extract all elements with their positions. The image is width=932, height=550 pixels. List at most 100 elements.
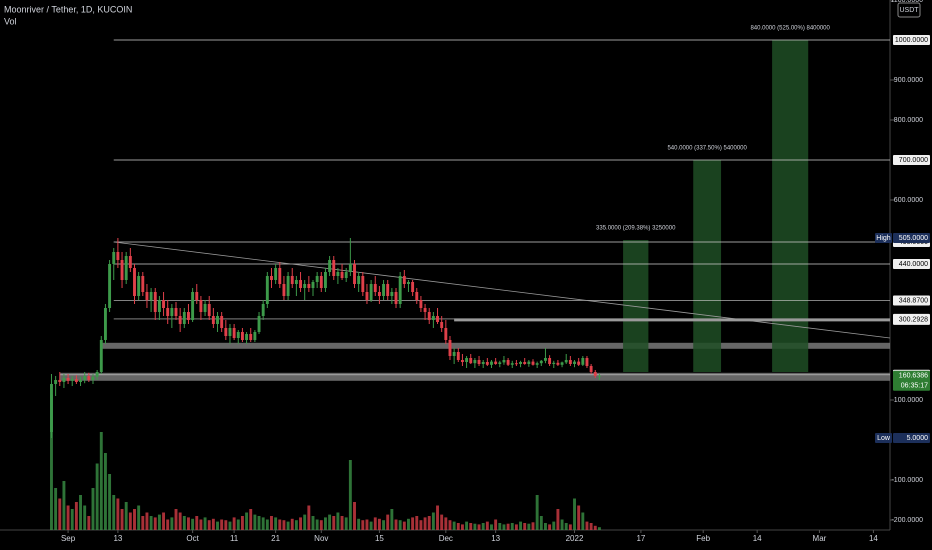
candle-body [573,361,576,364]
candle-body [581,358,585,365]
candle-body [328,260,332,272]
candle-body [348,264,352,272]
volume-label: Vol [4,16,17,26]
volume-bar [62,481,66,530]
volume-bar [535,495,539,530]
volume-bar [224,520,228,530]
x-tick-label: 2022 [566,534,584,543]
candle-body [66,378,70,381]
volume-bar [597,527,601,530]
price-badge-label: 505.0000 [899,235,928,242]
candle-body [323,272,327,288]
candle-body [531,361,535,365]
price-badge [893,295,930,306]
volume-bar [299,517,302,530]
candle-body [311,282,315,288]
target-label: 540.0000 (337.50%) 5400000 [667,146,747,152]
volume-bar [157,514,161,530]
volume-bar [456,523,460,530]
candle-body [481,362,485,364]
volume-bar [494,519,498,530]
price-badge-label: 160.6386 [899,373,928,380]
volume-bar [199,519,203,530]
candle-body [128,256,132,268]
candle-body [332,260,336,276]
volume-bar [407,518,410,530]
volume-bar [66,505,70,530]
candle-body [182,312,186,324]
volume-bar [99,432,103,530]
volume-bar [116,498,120,530]
volume-bar [386,514,390,530]
volume-bar [523,523,527,530]
candle-body [170,308,174,316]
volume-bar [568,524,572,530]
candle-body [187,312,190,320]
countdown: 06:35:17 [901,383,928,390]
candle-body [286,276,290,296]
volume-bar [70,509,74,530]
volume-bar [373,517,377,530]
x-tick-label: 13 [113,534,122,543]
volume-bar [498,523,502,530]
volume-bar [290,518,294,530]
volume-bar [556,509,560,530]
candle-body [365,292,369,300]
band [59,372,890,381]
candle-body [452,352,456,356]
price-badge-label: 700.0000 [899,157,928,164]
volume-bar [440,514,444,530]
volume-bar [394,519,398,530]
y-tick-label: -200.0000 [891,517,923,524]
candle-body [427,312,431,320]
candle-body [294,280,298,284]
currency: USDT [899,7,919,14]
volume-bar [178,512,182,530]
candle-body [245,334,249,340]
candle-body [535,363,539,365]
candle-body [357,276,361,284]
candle-body [50,384,53,432]
candle-body [108,264,112,308]
y-tick-label: 600.0000 [894,197,923,204]
candle-body [307,284,311,288]
candle-body [353,264,356,284]
volume-bar [87,516,91,530]
volume-bar [448,520,452,530]
volume-bar [203,517,207,530]
candle-body [191,292,195,320]
x-tick-label: Sep [61,534,76,543]
candle-body [153,292,157,312]
volume-bar [444,517,448,530]
candle-body [473,360,477,364]
candle-body [249,334,253,340]
volume-bar [593,525,597,530]
volume-bar [564,523,568,530]
candle-body [203,304,207,312]
candle-body [95,372,99,377]
y-tick-label: -100.0000 [891,477,923,484]
volume-bar [240,516,244,530]
volume-bar [270,516,273,530]
candle-body [236,332,240,338]
target-box [772,40,809,372]
candle-body [597,375,601,377]
candle-body [162,300,166,308]
price-badge [893,314,930,325]
volume-bar [431,512,435,530]
volume-bar [344,517,348,530]
volume-bar [174,509,178,530]
candle-body [382,284,386,296]
candle-body [398,276,402,304]
candle-body [199,300,203,312]
candle-body [58,380,62,382]
volume-bar [411,517,415,530]
candle-body [124,256,128,280]
candle-body [519,362,523,364]
candle-body [494,361,498,364]
volume-bar [465,521,469,530]
volume-bar [141,516,145,530]
volume-bar [357,518,361,530]
price-badge-label: 300.2928 [899,317,928,324]
candle-body [54,380,58,384]
